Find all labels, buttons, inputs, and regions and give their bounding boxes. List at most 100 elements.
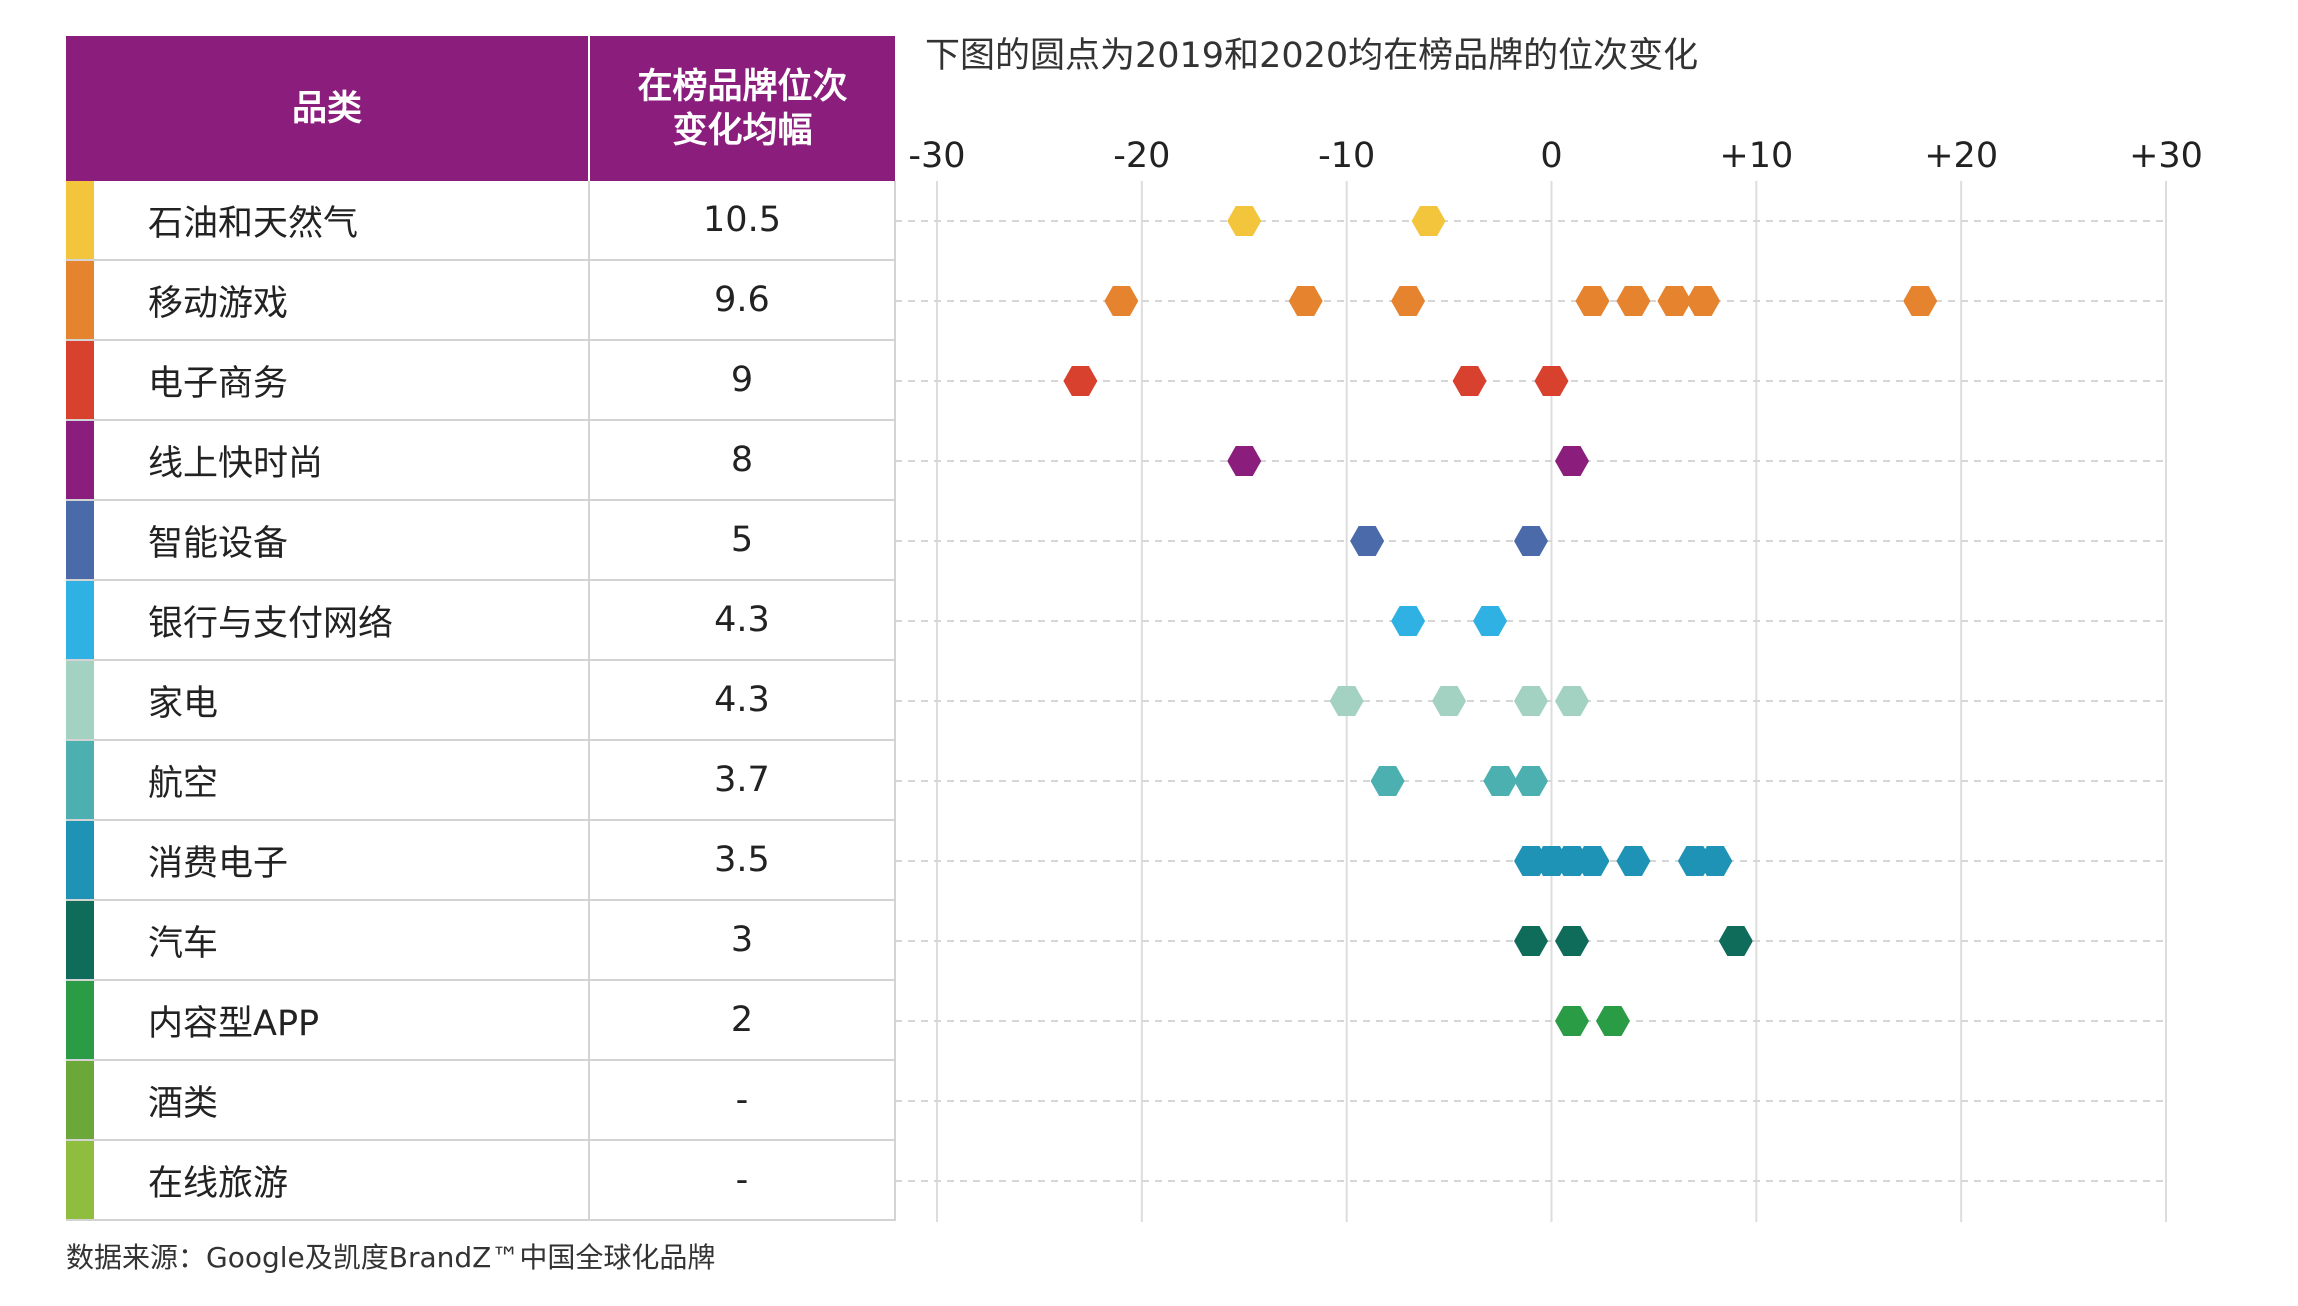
table-body: 石油和天然气 10.5 移动游戏 9.6 电子商务 9 线上快时尚 8 智能设备 5 银行与支付网络…	[66, 181, 896, 1221]
data-point	[1554, 446, 1589, 476]
chart-title: 下图的圆点为2019和2020均在榜品牌的位次变化	[925, 36, 1698, 76]
header-avg-change-line2: 变化均幅	[672, 110, 813, 151]
data-point	[1554, 686, 1589, 716]
category-name: 电子商务	[148, 363, 289, 404]
category-cell: 智能设备	[66, 500, 590, 581]
avg-change-value: 4.3	[589, 660, 896, 741]
data-point	[1104, 286, 1139, 316]
category-color-swatch	[66, 981, 94, 1059]
category-name: 银行与支付网络	[148, 603, 394, 644]
data-point	[1370, 766, 1405, 796]
category-name: 消费电子	[148, 843, 289, 884]
data-point	[1329, 686, 1364, 716]
table-row: 汽车 3	[66, 900, 896, 981]
source-note: 数据来源：Google及凯度BrandZ™中国全球化品牌	[66, 1241, 716, 1274]
horizontal-gridlines	[895, 220, 2168, 1182]
x-tick-label: -20	[1113, 136, 1170, 176]
table-row: 电子商务 9	[66, 340, 896, 421]
category-cell: 线上快时尚	[66, 420, 590, 501]
data-point	[1514, 526, 1549, 556]
category-cell: 电子商务	[66, 340, 590, 421]
data-point	[1432, 686, 1467, 716]
category-table: 品类 在榜品牌位次 变化均幅 石油和天然气 10.5 移动游戏 9.6 电子商务 9 线上快…	[66, 36, 896, 1221]
category-name: 智能设备	[148, 523, 289, 564]
category-cell: 石油和天然气	[66, 181, 590, 261]
category-cell: 酒类	[66, 1060, 590, 1141]
data-point	[1227, 446, 1262, 476]
x-tick-label: -10	[1318, 136, 1375, 176]
avg-change-value: 2	[589, 980, 896, 1061]
header-avg-change: 在榜品牌位次 变化均幅	[589, 36, 895, 181]
x-axis-tick-labels: -30 -20 -10 0 +10 +20 +30	[908, 136, 2203, 176]
data-point	[1514, 926, 1549, 956]
avg-change-value: 4.3	[589, 580, 896, 661]
data-point	[1903, 286, 1938, 316]
table-row: 在线旅游 -	[66, 1140, 896, 1221]
table-row: 智能设备 5	[66, 500, 896, 581]
data-point	[1473, 606, 1508, 636]
category-color-swatch	[66, 1061, 94, 1139]
category-color-swatch	[66, 901, 94, 979]
data-point	[1411, 206, 1446, 236]
category-color-swatch	[66, 581, 94, 659]
category-color-swatch	[66, 1141, 94, 1219]
avg-change-value: 3.7	[589, 740, 896, 821]
category-cell: 汽车	[66, 900, 590, 981]
data-point	[1391, 286, 1426, 316]
category-cell: 消费电子	[66, 820, 590, 901]
table-row: 消费电子 3.5	[66, 820, 896, 901]
category-name: 石油和天然气	[148, 203, 359, 244]
data-point	[1554, 1006, 1589, 1036]
table-row: 石油和天然气 10.5	[66, 181, 896, 261]
data-point	[1616, 286, 1651, 316]
avg-change-value: 10.5	[589, 181, 896, 261]
table-row: 内容型APP 2	[66, 980, 896, 1061]
category-color-swatch	[66, 341, 94, 419]
category-cell: 航空	[66, 740, 590, 821]
avg-change-value: 5	[589, 500, 896, 581]
data-point	[1288, 286, 1323, 316]
data-point	[1595, 1006, 1630, 1036]
data-point	[1554, 926, 1589, 956]
table-row: 家电 4.3	[66, 660, 896, 741]
data-point	[1575, 846, 1610, 876]
data-points	[1063, 206, 1938, 1036]
category-color-swatch	[66, 661, 94, 739]
x-tick-label: +20	[1924, 136, 1998, 176]
avg-change-value: 9	[589, 340, 896, 421]
category-color-swatch	[66, 821, 94, 899]
category-name: 移动游戏	[148, 283, 289, 324]
data-point	[1452, 366, 1487, 396]
x-tick-label: 0	[1540, 136, 1562, 176]
table-header-row: 品类 在榜品牌位次 变化均幅	[66, 36, 895, 181]
category-name: 航空	[148, 763, 219, 804]
category-name: 汽车	[148, 923, 219, 964]
data-point	[1575, 286, 1610, 316]
table-row: 移动游戏 9.6	[66, 260, 896, 341]
data-point	[1657, 286, 1692, 316]
data-point	[1391, 606, 1426, 636]
avg-change-value: 3	[589, 900, 896, 981]
x-tick-label: +30	[2129, 136, 2203, 176]
avg-change-value: -	[589, 1140, 896, 1221]
data-point	[1514, 766, 1549, 796]
avg-change-value: 9.6	[589, 260, 896, 341]
table-row: 银行与支付网络 4.3	[66, 580, 896, 661]
table-row: 航空 3.7	[66, 740, 896, 821]
category-cell: 在线旅游	[66, 1140, 590, 1221]
category-color-swatch	[66, 741, 94, 819]
data-point	[1350, 526, 1385, 556]
data-point	[1534, 366, 1569, 396]
avg-change-value: 3.5	[589, 820, 896, 901]
data-point	[1227, 206, 1262, 236]
avg-change-value: -	[589, 1060, 896, 1141]
category-name: 在线旅游	[148, 1163, 289, 1204]
x-tick-label: -30	[908, 136, 965, 176]
category-cell: 内容型APP	[66, 980, 590, 1061]
data-point	[1686, 286, 1721, 316]
data-point	[1698, 846, 1733, 876]
category-color-swatch	[66, 421, 94, 499]
category-color-swatch	[66, 261, 94, 339]
data-point	[1483, 766, 1518, 796]
